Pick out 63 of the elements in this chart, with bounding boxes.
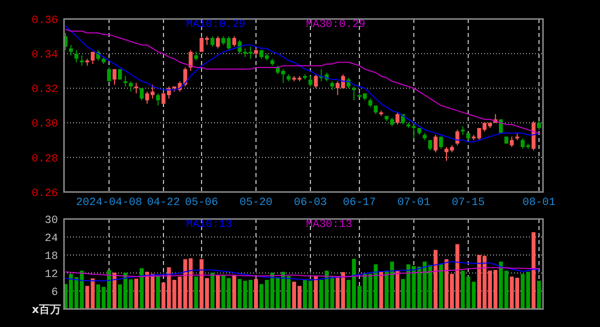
x-tick-label: 2024-04-08 [76, 197, 142, 209]
candlestick [74, 50, 78, 63]
bar [379, 272, 384, 309]
bar [156, 276, 160, 309]
y-tick-label: 18 [44, 250, 58, 263]
bar [439, 264, 443, 309]
candlestick [210, 36, 214, 48]
y-axis-title: x百万 [32, 303, 61, 316]
y-tick-label: 12 [44, 268, 58, 281]
bar [396, 270, 400, 309]
bar [314, 276, 318, 309]
candlestick [238, 39, 242, 54]
x-tick-label: 06-03 [294, 197, 327, 209]
y-tick-label: 30 [44, 214, 58, 227]
candlestick [156, 92, 160, 106]
candlestick [107, 66, 111, 82]
candlestick [232, 36, 236, 48]
y-tick-label: 0.26 [32, 188, 58, 200]
candlestick [352, 86, 356, 101]
x-tick-label: 06-17 [342, 197, 376, 209]
bar [210, 272, 214, 309]
candlestick [128, 80, 133, 92]
candlestick [396, 112, 400, 126]
y-tick-label: 0.28 [32, 153, 58, 166]
bar [140, 268, 144, 309]
y-tick-label: 0.30 [32, 118, 58, 131]
bar [254, 279, 258, 309]
candlestick [68, 44, 73, 56]
y-tick-label: 0.34 [32, 49, 58, 62]
text: MA30:13 [306, 219, 352, 231]
y-tick-label: 24 [44, 232, 58, 245]
bar [537, 280, 541, 309]
bar [532, 232, 536, 309]
bar [216, 275, 220, 309]
candlestick [510, 136, 514, 148]
series-label: MA10:0.29 [186, 19, 246, 31]
candlestick [216, 36, 220, 49]
candlestick [308, 76, 312, 87]
line-series [65, 261, 540, 282]
candlestick [140, 88, 144, 101]
x-tick-label: 07-01 [397, 197, 431, 209]
text: MA10:13 [186, 219, 232, 231]
y-tick-label: 0.32 [32, 84, 58, 96]
candlestick [80, 54, 84, 66]
x-tick-label: 05-20 [239, 197, 272, 209]
x-tick-label: 08-01 [522, 197, 556, 209]
text: MA30:0.29 [306, 19, 366, 31]
bar [112, 272, 116, 309]
x-tick-label: 04-22 [146, 197, 180, 209]
candlestick [439, 136, 443, 150]
x-tick-label: 05-06 [185, 197, 218, 209]
x-tick-label: 07-15 [452, 197, 485, 209]
bar [434, 250, 438, 309]
y-tick-label: 6 [51, 286, 58, 299]
candlestick [434, 134, 438, 153]
y-tick-label: 0.36 [32, 14, 58, 27]
candlestick [314, 74, 318, 89]
bar [194, 276, 198, 309]
candlestick [188, 50, 193, 72]
candlestick [112, 68, 116, 86]
line-series [65, 267, 540, 278]
candlestick [455, 129, 460, 146]
candlestick [428, 140, 432, 151]
